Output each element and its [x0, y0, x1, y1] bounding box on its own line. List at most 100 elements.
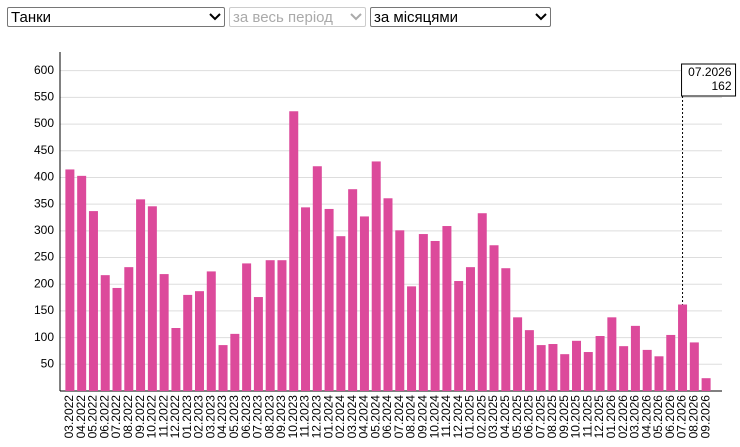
x-tick-label: 05.2026: [651, 395, 665, 439]
x-tick-label: 02.2024: [333, 395, 347, 439]
bar: [383, 198, 393, 391]
bar: [477, 213, 487, 391]
x-tick-label: 09.2026: [698, 395, 712, 439]
x-tick-label: 07.2026: [675, 395, 689, 439]
bar: [701, 378, 711, 391]
x-tick-label: 08.2022: [121, 395, 135, 439]
y-tick-label: 500: [34, 116, 54, 130]
x-tick-label: 06.2022: [97, 395, 111, 439]
x-tick-label: 06.2023: [239, 395, 253, 439]
bar: [666, 334, 676, 391]
bar: [124, 267, 134, 391]
x-tick-label: 09.2023: [274, 395, 288, 439]
y-tick-label: 300: [34, 223, 54, 237]
bar: [348, 189, 358, 391]
x-tick-label: 06.2024: [380, 395, 394, 439]
x-tick-label: 12.2022: [168, 395, 182, 439]
bar: [654, 356, 664, 391]
period-select-text: за весь період: [233, 9, 333, 26]
y-tick-label: 400: [34, 170, 54, 184]
bar: [501, 268, 511, 391]
bar: [560, 354, 570, 391]
x-tick-label: 10.2025: [569, 395, 583, 439]
bar: [100, 275, 110, 391]
x-tick-label: 01.2024: [321, 395, 335, 439]
bar: [289, 111, 299, 391]
bar: [395, 230, 405, 391]
y-tick-label: 150: [34, 303, 54, 317]
x-tick-label: 06.2025: [522, 395, 536, 439]
bar: [183, 294, 193, 391]
bar: [206, 271, 216, 391]
bar: [607, 317, 617, 391]
x-tick-label: 04.2023: [215, 395, 229, 439]
y-tick-label: 350: [34, 196, 54, 210]
y-tick-label: 600: [34, 63, 54, 77]
x-tick-label: 03.2025: [486, 395, 500, 439]
bar: [277, 260, 287, 391]
x-tick-label: 08.2023: [262, 395, 276, 439]
bar: [230, 333, 240, 391]
bar: [407, 286, 417, 391]
x-tick-label: 03.2024: [345, 395, 359, 439]
x-tick-label: 12.2023: [309, 395, 323, 439]
bar: [630, 325, 640, 391]
bar: [136, 199, 146, 391]
y-tick-label: 200: [34, 276, 54, 290]
bar: [371, 161, 381, 391]
x-tick-label: 05.2022: [86, 395, 100, 439]
x-tick-label: 02.2026: [616, 395, 630, 439]
bar: [548, 344, 558, 391]
bar: [595, 336, 605, 391]
bar: [489, 245, 499, 391]
x-tick-label: 05.2024: [368, 395, 382, 439]
x-tick-label: 01.2023: [180, 395, 194, 439]
x-tick-label: 11.2024: [439, 395, 453, 438]
x-tick-label: 10.2023: [286, 395, 300, 439]
x-tick-label: 08.2024: [404, 395, 418, 439]
x-tick-label: 11.2025: [580, 395, 594, 438]
bar: [619, 346, 629, 391]
bar: [312, 166, 322, 391]
bar: [689, 342, 699, 391]
x-tick-label: 07.2024: [392, 395, 406, 439]
bar: [442, 226, 452, 391]
x-tick-label: 08.2025: [545, 395, 559, 439]
grouping-select[interactable]: за місяцями: [370, 7, 551, 27]
bar: [112, 287, 122, 391]
x-tick-label: 08.2026: [686, 395, 700, 439]
x-tick-label: 07.2022: [109, 395, 123, 439]
x-tick-label: 12.2024: [451, 395, 465, 439]
x-tick-label: 04.2024: [357, 395, 371, 439]
x-tick-label: 10.2024: [427, 395, 441, 439]
chevron: [350, 13, 362, 21]
x-tick-label: 10.2022: [145, 395, 159, 439]
tooltip-category: 07.2026: [688, 65, 732, 79]
x-tick-label: 12.2025: [592, 395, 606, 439]
x-tick-label: 01.2025: [463, 395, 477, 439]
x-tick-label: 03.2023: [203, 395, 217, 439]
bar: [336, 236, 346, 391]
chevron: [209, 13, 221, 21]
x-tick-label: 09.2024: [416, 395, 430, 439]
bar: [218, 345, 228, 391]
bar: [465, 267, 475, 391]
y-tick-label: 450: [34, 143, 54, 157]
x-tick-label: 04.2022: [74, 395, 88, 439]
x-tick-label: 09.2022: [133, 395, 147, 439]
bar: [583, 352, 593, 391]
bar: [524, 330, 534, 391]
x-tick-label: 06.2026: [663, 395, 677, 439]
x-tick-label: 11.2022: [156, 395, 170, 438]
weapon-select[interactable]: Танки: [7, 7, 225, 27]
bar: [430, 240, 440, 391]
bar: [253, 297, 263, 391]
x-tick-label: 01.2026: [604, 395, 618, 439]
bar: [572, 340, 582, 391]
y-tick-label: 100: [34, 330, 54, 344]
y-tick-label: 50: [41, 356, 55, 370]
bar: [359, 216, 369, 391]
x-tick-label: 07.2025: [533, 395, 547, 439]
bar: [454, 281, 464, 391]
